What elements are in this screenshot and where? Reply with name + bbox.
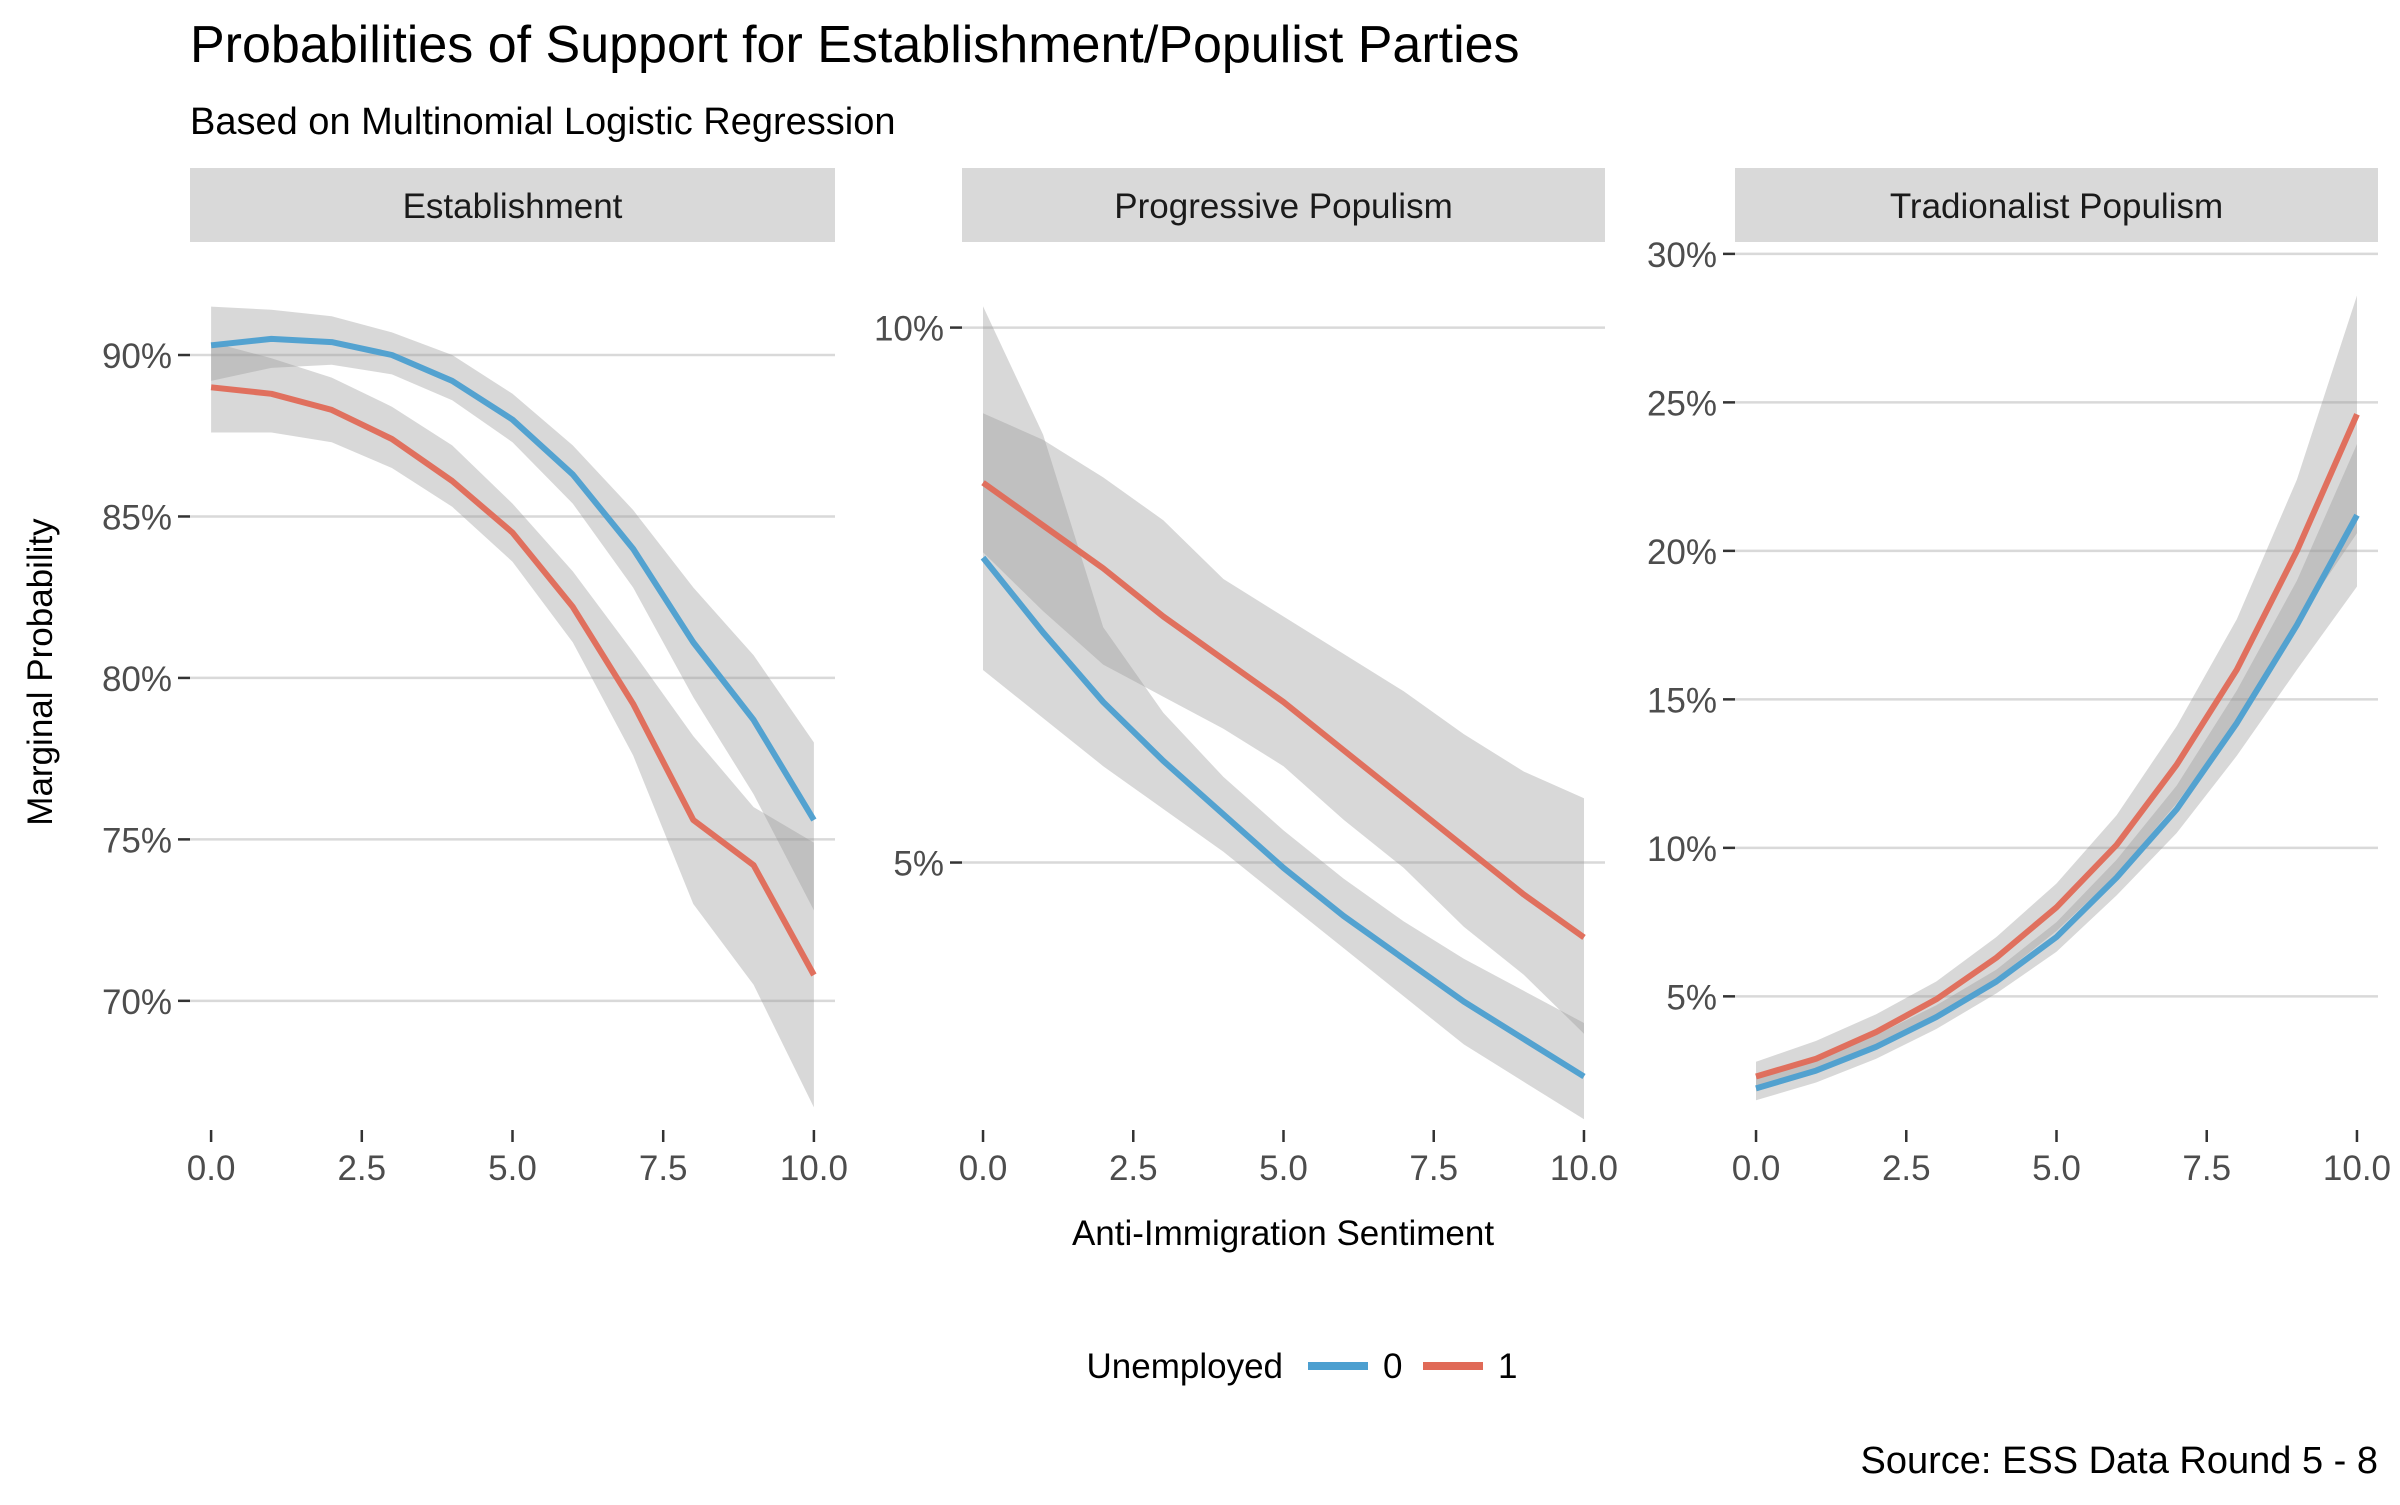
y-tick-label: 5% (1666, 978, 1717, 1017)
y-tick-label: 80% (102, 660, 172, 699)
facet-strip-label: Tradionalist Populism (1890, 187, 2223, 226)
x-tick-label: 5.0 (1259, 1149, 1308, 1188)
y-tick-label: 70% (102, 983, 172, 1022)
x-tick-label: 7.5 (2182, 1149, 2231, 1188)
y-tick-label: 20% (1647, 533, 1717, 572)
facet-0: Establishment 70% 75% 80% 85% 90% 0.0 2.5 5.0 7.5… (102, 168, 848, 1188)
chart-title: Probabilities of Support for Establishme… (190, 16, 1520, 74)
facet-panels: Establishment 70% 75% 80% 85% 90% 0.0 2.5 5.0 7.5… (102, 168, 2391, 1188)
facet-1: Progressive Populism 5% 10% 0.0 2.5 5.0 7.5 10.… (874, 168, 1618, 1188)
x-tick-label: 10.0 (2323, 1149, 2391, 1188)
x-tick-label: 5.0 (2032, 1149, 2081, 1188)
y-tick-label: 15% (1647, 681, 1717, 720)
legend-label-0: 0 (1383, 1347, 1402, 1386)
confidence-band-0 (1756, 444, 2357, 1101)
x-tick-label: 7.5 (1409, 1149, 1458, 1188)
y-tick-label: 90% (102, 337, 172, 376)
x-tick-label: 2.5 (337, 1149, 386, 1188)
x-axis-label: Anti-Immigration Sentiment (1072, 1214, 1494, 1253)
x-tick-label: 10.0 (1550, 1149, 1618, 1188)
x-tick-label: 0.0 (187, 1149, 236, 1188)
confidence-band-0 (211, 306, 814, 911)
x-tick-label: 2.5 (1109, 1149, 1158, 1188)
legend-label-1: 1 (1498, 1347, 1517, 1386)
x-tick-label: 10.0 (780, 1149, 848, 1188)
facet-strip-label: Progressive Populism (1114, 187, 1452, 226)
series-line-1 (981, 480, 1586, 940)
facet-strip-label: Establishment (403, 187, 623, 226)
legend: Unemployed 0 1 (1087, 1347, 1518, 1386)
x-tick-label: 0.0 (959, 1149, 1008, 1188)
facet-2: Tradionalist Populism 5% 10% 15% 20% 25% 30% 0.… (1647, 168, 2391, 1188)
series-line-1 (210, 384, 817, 977)
facet-strip (1735, 168, 2378, 242)
y-tick-label: 85% (102, 498, 172, 537)
facet-strip (190, 168, 835, 242)
y-tick-label: 10% (1647, 830, 1717, 869)
y-tick-label: 30% (1647, 236, 1717, 275)
facet-strip (962, 168, 1605, 242)
confidence-band-1 (1756, 295, 2357, 1092)
x-tick-label: 0.0 (1732, 1149, 1781, 1188)
chart-subtitle: Based on Multinomial Logistic Regression (190, 101, 895, 143)
y-tick-label: 75% (102, 821, 172, 860)
series-line-0 (980, 555, 1586, 1080)
series-line-0 (210, 335, 817, 822)
legend-title: Unemployed (1087, 1347, 1284, 1386)
series-line-0 (1755, 513, 2360, 1092)
y-tick-label: 5% (893, 845, 944, 884)
x-tick-label: 2.5 (1882, 1149, 1931, 1188)
confidence-band-1 (983, 413, 1584, 1034)
source-caption: Source: ESS Data Round 5 - 8 (1860, 1440, 2378, 1482)
x-tick-label: 5.0 (488, 1149, 537, 1188)
x-tick-label: 7.5 (639, 1149, 688, 1188)
y-tick-label: 10% (874, 310, 944, 349)
series-line-1 (1755, 413, 2360, 1080)
y-tick-label: 25% (1647, 384, 1717, 423)
confidence-band-1 (211, 342, 814, 1108)
y-axis-label: Marginal Probability (21, 518, 60, 826)
